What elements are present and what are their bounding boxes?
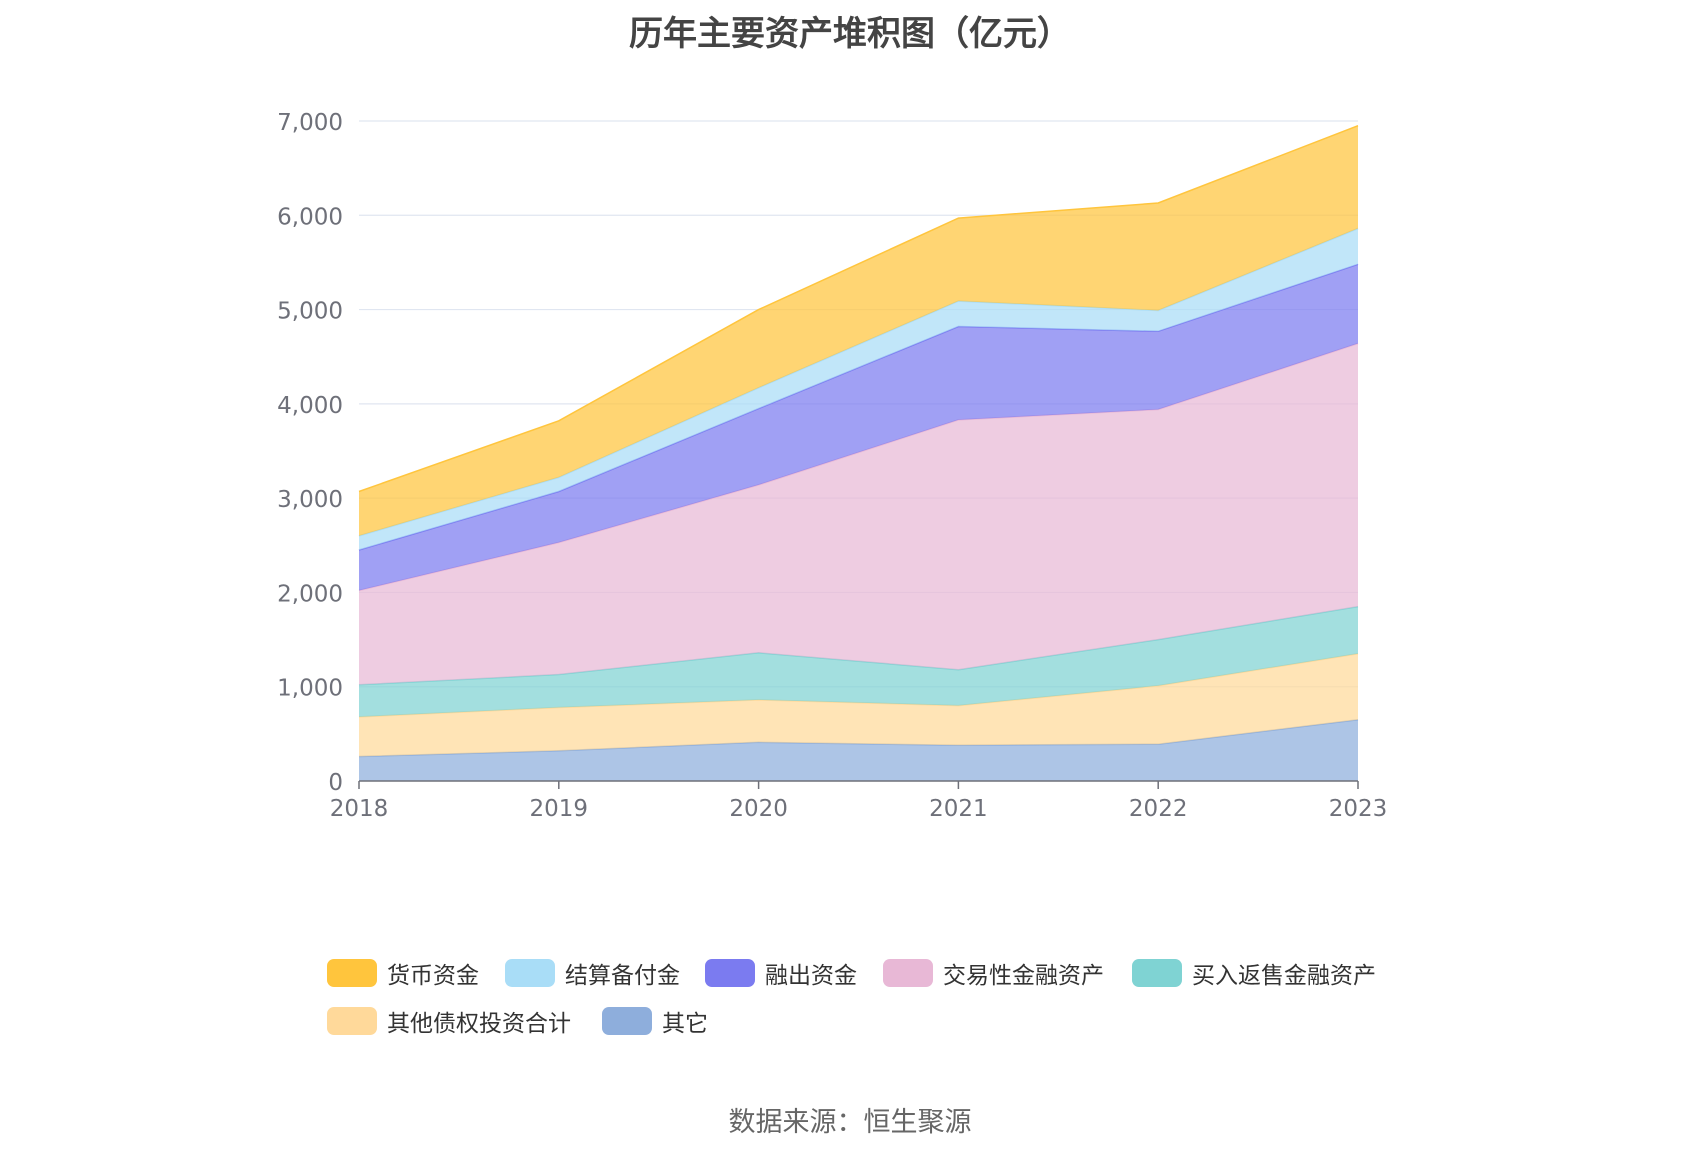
axes: 0 1,000 2,000 3,000 4,000 5,000 6,000 7,000 2018… bbox=[277, 110, 1387, 822]
area-layer bbox=[358, 125, 1359, 781]
legend-item[interactable]: 融出资金 bbox=[705, 955, 857, 991]
area-融出资金 bbox=[359, 264, 1358, 591]
x-tick-label: 2022 bbox=[1129, 796, 1188, 822]
area-其它 bbox=[359, 719, 1358, 781]
x-tick-label: 2019 bbox=[530, 796, 589, 822]
legend-item[interactable]: 结算备付金 bbox=[505, 955, 680, 991]
y-tick-label: 4,000 bbox=[277, 393, 343, 419]
area-货币资金 bbox=[359, 125, 1358, 536]
y-tick-label: 7,000 bbox=[277, 110, 343, 136]
legend-item[interactable]: 其它 bbox=[602, 1003, 708, 1039]
x-tick-label: 2021 bbox=[929, 796, 988, 822]
legend-swatch bbox=[327, 959, 377, 987]
legend-label: 买入返售金融资产 bbox=[1192, 963, 1376, 989]
area-其他债权投资合计 bbox=[359, 653, 1358, 757]
legend-item[interactable]: 其他债权投资合计 bbox=[327, 1003, 571, 1039]
y-tick-label: 0 bbox=[328, 770, 343, 796]
legend-item[interactable]: 买入返售金融资产 bbox=[1132, 955, 1376, 991]
y-tick-label: 3,000 bbox=[277, 487, 343, 513]
legend-swatch bbox=[327, 1007, 377, 1035]
x-tick-label: 2018 bbox=[330, 796, 389, 822]
stacked-area-chart: 0 1,000 2,000 3,000 4,000 5,000 6,000 7,000 2018… bbox=[277, 110, 1387, 822]
y-tick-label: 6,000 bbox=[277, 204, 343, 230]
y-tick-label: 5,000 bbox=[277, 299, 343, 325]
legend-swatch bbox=[705, 959, 755, 987]
legend-label: 交易性金融资产 bbox=[943, 963, 1104, 989]
series-line-货币资金 bbox=[358, 125, 1359, 493]
legend-item[interactable]: 货币资金 bbox=[327, 955, 479, 991]
legend-item[interactable]: 交易性金融资产 bbox=[883, 955, 1104, 991]
source-note: 数据来源：恒生聚源 bbox=[728, 1107, 972, 1138]
y-tick-label: 2,000 bbox=[277, 581, 343, 607]
legend-label: 其他债权投资合计 bbox=[387, 1011, 571, 1037]
legend-label: 其它 bbox=[662, 1011, 708, 1037]
legend-label: 货币资金 bbox=[387, 963, 479, 989]
legend-label: 结算备付金 bbox=[565, 963, 680, 989]
y-tick-label: 1,000 bbox=[277, 676, 343, 702]
legend-swatch bbox=[883, 959, 933, 987]
x-tick-label: 2020 bbox=[729, 796, 788, 822]
legend-swatch bbox=[602, 1007, 652, 1035]
x-tick-label: 2023 bbox=[1329, 796, 1388, 822]
legend-swatch bbox=[505, 959, 555, 987]
chart-title: 历年主要资产堆积图（亿元） bbox=[629, 14, 1071, 54]
legend-swatch bbox=[1132, 959, 1182, 987]
legend-label: 融出资金 bbox=[765, 963, 857, 989]
area-交易性金融资产 bbox=[359, 343, 1358, 685]
